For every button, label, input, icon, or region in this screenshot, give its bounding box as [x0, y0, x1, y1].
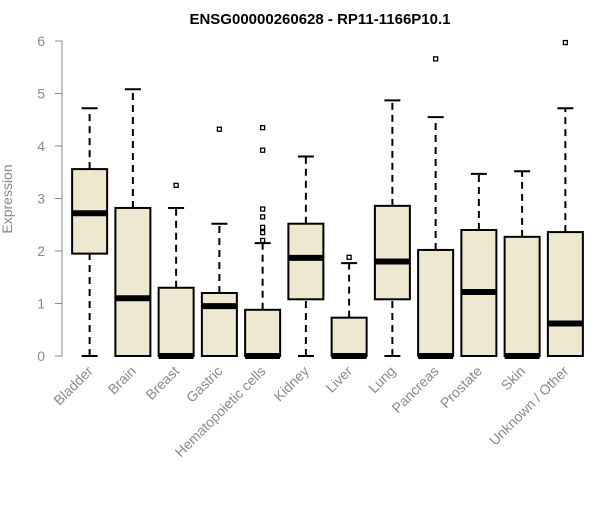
box-breast: [157, 182, 195, 359]
box-iqr: [114, 206, 152, 357]
x-tick-label: Kidney: [270, 363, 312, 405]
outlier-point: [259, 214, 266, 220]
box-iqr: [503, 235, 541, 357]
y-tick-label: 2: [37, 243, 45, 259]
box-iqr: [157, 286, 195, 357]
box-iqr: [287, 222, 325, 301]
box-skin: [503, 170, 541, 359]
outlier-point: [346, 254, 352, 260]
box-iqr: [417, 248, 455, 357]
x-tick-label: Gastric: [183, 363, 226, 406]
outlier-point: [259, 206, 266, 212]
y-tick-label: 1: [37, 296, 45, 312]
outlier-point: [259, 147, 266, 153]
box-lung: [373, 99, 411, 357]
box-plot-series: [71, 39, 584, 359]
box-unknown-other: [546, 39, 584, 358]
y-tick-label: 4: [37, 138, 45, 154]
outlier-point: [259, 237, 266, 244]
box-iqr: [373, 204, 411, 301]
x-tick-label: Lung: [365, 363, 398, 396]
outlier-point: [259, 229, 266, 236]
box-hematopoietic-cells: [244, 124, 282, 359]
y-tick-label: 0: [37, 348, 45, 364]
y-tick-label: 6: [37, 33, 45, 49]
outlier-point: [173, 182, 179, 189]
y-tick-label: 3: [37, 191, 45, 207]
outlier-point: [432, 56, 439, 62]
box-brain: [114, 88, 152, 357]
box-iqr: [330, 316, 368, 357]
outlier-point: [259, 224, 266, 231]
box-iqr: [244, 308, 282, 357]
x-tick-label: Unknown / Other: [486, 363, 572, 449]
x-tick-label: Liver: [322, 363, 355, 396]
box-iqr: [546, 231, 584, 358]
box-pancreas: [417, 56, 455, 359]
x-tick-label: Breast: [142, 363, 182, 403]
x-tick-label: Skin: [498, 363, 529, 394]
box-bladder: [71, 107, 109, 357]
box-iqr: [200, 292, 238, 357]
x-tick-label: Brain: [105, 363, 139, 397]
box-liver: [330, 254, 368, 359]
box-kidney: [287, 155, 325, 357]
y-axis-label: Expression: [0, 164, 15, 233]
x-tick-label: Pancreas: [389, 363, 442, 416]
outlier-point: [562, 39, 569, 46]
y-tick-label: 5: [37, 86, 45, 102]
outlier-point: [216, 126, 223, 132]
outlier-point: [259, 124, 266, 131]
y-axis: 0 1 2 3 4 5 6: [37, 33, 63, 364]
chart-title: ENSG00000260628 - RP11-1166P10.1: [189, 11, 450, 28]
x-tick-label: Prostate: [437, 363, 485, 411]
x-tick-label: Bladder: [50, 363, 96, 409]
box-gastric: [200, 126, 238, 357]
box-prostate: [460, 172, 498, 357]
